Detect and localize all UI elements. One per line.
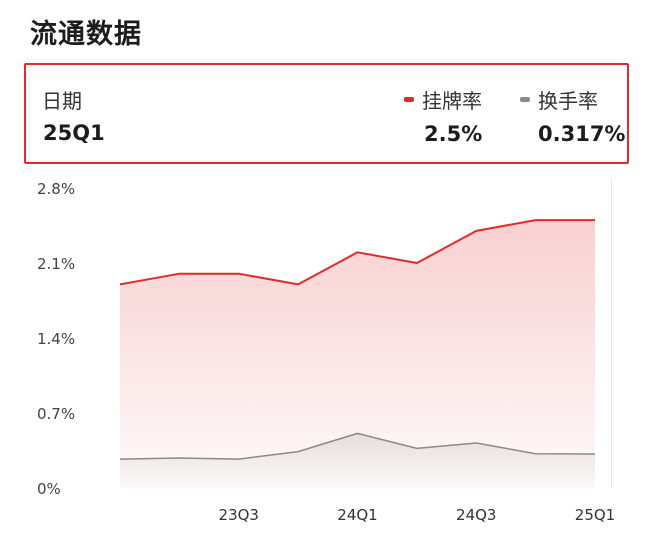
y-tick-label: 2.1% [37, 255, 75, 273]
y-tick-label: 0.7% [37, 405, 75, 423]
x-tick-label: 25Q1 [575, 506, 615, 524]
series-line-1 [119, 432, 596, 460]
date-label: 日期 [42, 89, 82, 113]
date-value: 25Q1 [43, 121, 105, 145]
listing-rate-value: 2.5% [424, 122, 483, 146]
series-area-1 [120, 433, 595, 488]
series-line-0 [119, 219, 595, 286]
legend-turnover-rate-label: 换手率 [538, 89, 598, 113]
x-tick-label: 24Q1 [337, 506, 377, 524]
series-area-0 [120, 220, 595, 488]
turnover-rate-value: 0.317% [538, 122, 626, 146]
y-tick-label: 2.8% [37, 180, 75, 198]
x-tick-label: 24Q3 [456, 506, 496, 524]
legend-dash-red-icon [404, 97, 414, 102]
y-tick-label: 0% [37, 480, 61, 498]
legend-dash-gray-icon [520, 97, 530, 102]
legend-listing-rate: 挂牌率 [404, 85, 482, 114]
section-title: 流通数据 [30, 19, 142, 50]
legend-listing-rate-label: 挂牌率 [422, 89, 482, 113]
legend-turnover-rate: 换手率 [520, 85, 598, 114]
selected-point-info-box: 日期 25Q1 挂牌率 2.5% 换手率 0.317% [24, 63, 629, 164]
y-tick-label: 1.4% [37, 330, 75, 348]
x-tick-label: 23Q3 [219, 506, 259, 524]
selection-guide-line [611, 178, 612, 488]
